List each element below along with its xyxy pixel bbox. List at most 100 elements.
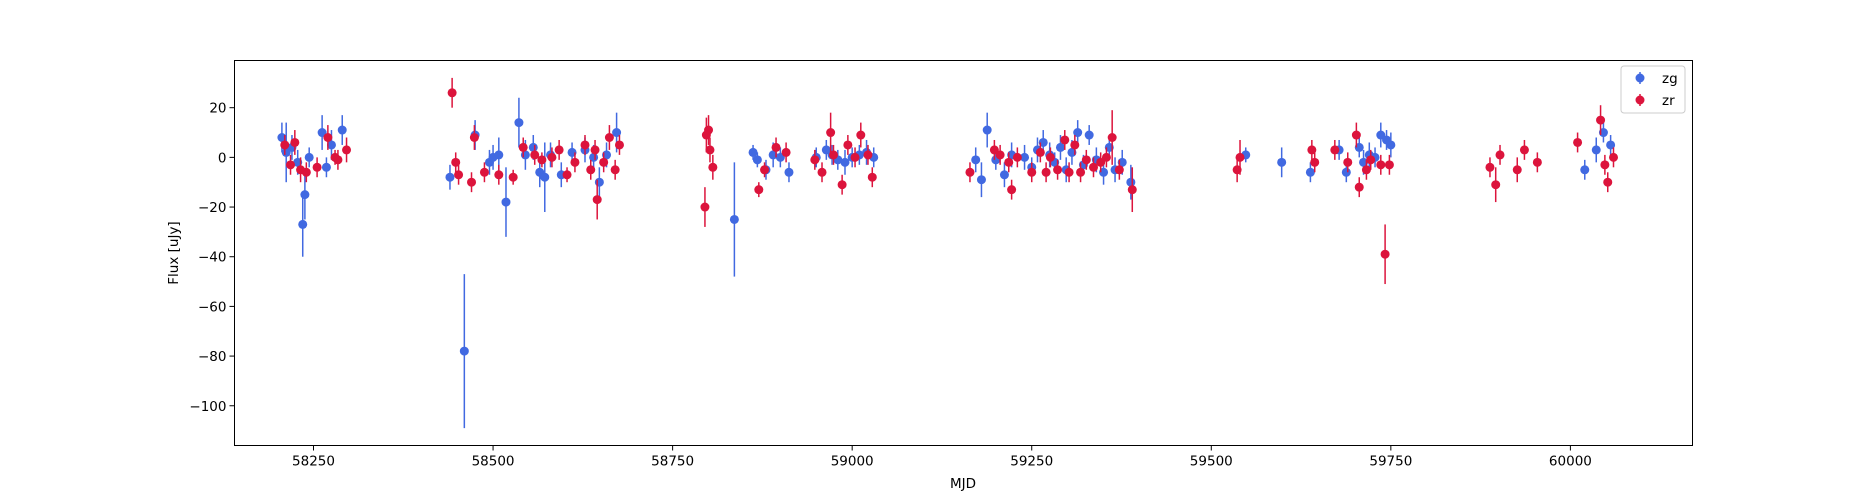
- data-point-zr: [1491, 180, 1501, 190]
- data-point-zr: [301, 167, 311, 177]
- data-point-zr: [1060, 135, 1070, 145]
- data-point-zr: [700, 202, 710, 212]
- data-point-zg: [514, 118, 524, 128]
- data-point-zr: [610, 165, 620, 175]
- data-point-zr: [554, 145, 564, 155]
- data-point-zg: [971, 155, 981, 165]
- y-axis-ticks: −100 −80 −60 −40 −20 0 20: [189, 101, 235, 415]
- x-tick-label: 59000: [831, 454, 874, 470]
- data-point-zg: [999, 170, 1009, 180]
- data-point-zr: [570, 157, 580, 167]
- data-point-zg: [1606, 140, 1616, 150]
- y-tick-label: −20: [198, 200, 227, 216]
- data-point-zg: [589, 152, 599, 162]
- data-point-zr: [280, 140, 290, 150]
- data-point-zr: [614, 140, 624, 150]
- data-point-zg: [1580, 165, 1590, 175]
- data-point-zr: [1330, 145, 1340, 155]
- legend-zg-marker: [1635, 73, 1645, 83]
- data-point-zr: [1070, 140, 1080, 150]
- data-point-zr: [1532, 157, 1542, 167]
- data-point-zr: [705, 145, 715, 155]
- data-point-zr: [1053, 165, 1063, 175]
- data-point-zr: [494, 170, 504, 180]
- x-tick-label: 60000: [1549, 454, 1592, 470]
- data-point-zr: [1608, 152, 1618, 162]
- data-point-zg: [1277, 157, 1287, 167]
- data-point-zr: [1235, 152, 1245, 162]
- data-point-zr: [867, 172, 877, 182]
- x-tick-label: 59500: [1190, 454, 1233, 470]
- x-tick-label: 58250: [292, 454, 335, 470]
- data-point-zr: [530, 150, 540, 160]
- data-point-zr: [586, 165, 596, 175]
- data-point-zr: [1127, 185, 1137, 195]
- data-point-zr: [508, 172, 518, 182]
- data-point-zr: [592, 195, 602, 205]
- series-layer: [277, 77, 1618, 429]
- data-point-zr: [590, 145, 600, 155]
- x-axis-label: MJD: [950, 476, 976, 492]
- x-axis-ticks: 58250 58500 58750 59000 59250 59500 59750 60000: [292, 445, 1592, 470]
- data-point-zr: [1035, 147, 1045, 157]
- data-point-zr: [760, 165, 770, 175]
- data-point-zr: [1107, 133, 1117, 142]
- data-point-zg: [784, 167, 794, 177]
- data-point-zr: [863, 150, 873, 160]
- data-point-zg: [459, 346, 469, 356]
- data-point-zg: [494, 150, 504, 160]
- data-point-zg: [1386, 140, 1396, 150]
- data-point-zr: [856, 130, 866, 140]
- y-tick-label: 20: [209, 101, 226, 117]
- data-point-zr: [1081, 155, 1091, 165]
- data-point-zr: [965, 167, 975, 177]
- legend-zg-label: zg: [1662, 71, 1678, 87]
- data-point-zr: [1573, 137, 1583, 147]
- data-point-zg: [1084, 130, 1094, 140]
- data-point-zr: [1076, 167, 1086, 177]
- data-point-zr: [290, 137, 300, 147]
- data-point-zg: [748, 147, 758, 157]
- data-point-zr: [837, 180, 847, 190]
- data-point-zr: [447, 88, 457, 98]
- x-tick-label: 59750: [1369, 454, 1412, 470]
- data-point-zr: [479, 167, 489, 177]
- data-point-zg: [528, 142, 538, 152]
- data-point-zr: [1310, 157, 1320, 167]
- data-point-zr: [518, 142, 528, 152]
- data-point-zr: [1380, 249, 1390, 259]
- data-point-zr: [1307, 145, 1317, 155]
- y-tick-label: −80: [198, 349, 227, 365]
- data-point-zr: [1376, 160, 1386, 170]
- data-point-zg: [326, 140, 336, 150]
- data-point-zg: [304, 152, 314, 162]
- data-point-zr: [781, 147, 791, 157]
- data-point-zg: [1126, 177, 1136, 187]
- data-point-zr: [580, 140, 590, 150]
- x-tick-label: 59250: [1010, 454, 1053, 470]
- data-point-zr: [817, 167, 827, 177]
- data-point-zr: [1343, 157, 1353, 167]
- data-point-zr: [312, 162, 322, 172]
- data-point-zr: [1012, 152, 1022, 162]
- y-tick-label: −40: [198, 250, 227, 266]
- data-point-zg: [612, 128, 622, 138]
- y-tick-label: −100: [189, 399, 226, 415]
- data-point-zg: [840, 157, 850, 167]
- data-point-zg: [1073, 128, 1083, 138]
- data-point-zg: [337, 125, 347, 135]
- data-point-zr: [1114, 165, 1124, 175]
- data-point-zr: [995, 150, 1005, 160]
- data-point-zg: [298, 219, 308, 229]
- plot-frame: [234, 60, 1693, 446]
- data-point-zr: [826, 128, 836, 138]
- data-point-zr: [547, 152, 557, 162]
- data-point-zr: [1351, 130, 1361, 140]
- data-point-zr: [1603, 177, 1613, 187]
- data-point-zr: [537, 155, 547, 165]
- x-tick-label: 58500: [472, 454, 515, 470]
- data-point-zr: [704, 125, 714, 135]
- data-point-zr: [1384, 160, 1394, 170]
